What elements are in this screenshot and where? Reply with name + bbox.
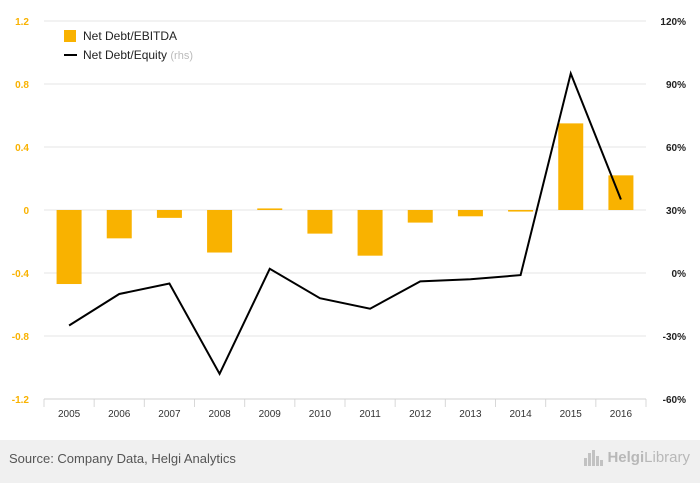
bar xyxy=(558,123,584,210)
legend: Net Debt/EBITDA Net Debt/Equity (rhs) xyxy=(64,29,193,62)
left-tick-label: 0.4 xyxy=(15,143,29,154)
category-label: 2009 xyxy=(259,409,282,420)
category-label: 2011 xyxy=(359,409,381,420)
left-tick-label: -1.2 xyxy=(12,395,30,406)
category-label: 2016 xyxy=(610,409,633,420)
left-tick-label: -0.8 xyxy=(12,332,30,343)
category-label: 2012 xyxy=(409,409,432,420)
bar xyxy=(257,208,283,210)
city-skyline-icon xyxy=(584,449,604,466)
series-line xyxy=(68,70,622,376)
right-tick-label: 30% xyxy=(666,206,686,217)
right-tick-label: -30% xyxy=(663,332,686,343)
bar xyxy=(457,210,483,217)
category-label: 2007 xyxy=(158,409,181,420)
left-tick-label: -0.4 xyxy=(12,269,30,280)
category-label: 2014 xyxy=(509,409,532,420)
bar xyxy=(307,210,333,234)
bar xyxy=(608,175,634,210)
legend-label: Net Debt/EBITDA xyxy=(83,29,177,43)
left-tick-label: 1.2 xyxy=(15,17,29,28)
right-tick-label: -60% xyxy=(663,395,686,406)
right-tick-label: 120% xyxy=(660,17,686,28)
category-label: 2006 xyxy=(108,409,131,420)
bar xyxy=(508,210,534,212)
category-label: 2015 xyxy=(560,409,583,420)
category-label: 2005 xyxy=(58,409,81,420)
legend-label: Net Debt/Equity (rhs) xyxy=(83,48,193,62)
chart-svg: 1.2 0.8 0.4 0 -0.4 -0.8 -1.2 120% 90% 60% 30% 0% -30… xyxy=(12,17,687,420)
right-tick-label: 90% xyxy=(666,80,686,91)
legend-rhs-note: (rhs) xyxy=(170,50,193,62)
bar xyxy=(207,210,233,253)
left-tick-label: 0 xyxy=(23,206,29,217)
brand-name: HelgiLibrary xyxy=(607,449,690,466)
left-tick-label: 0.8 xyxy=(15,80,29,91)
footer: Source: Company Data, Helgi Analytics He… xyxy=(0,440,700,483)
brand-logo[interactable]: HelgiLibrary xyxy=(584,449,690,466)
bar xyxy=(407,210,433,223)
bar xyxy=(106,210,132,239)
right-tick-label: 60% xyxy=(666,143,686,154)
right-tick-label: 0% xyxy=(672,269,687,280)
bar xyxy=(357,210,383,256)
source-text: Source: Company Data, Helgi Analytics xyxy=(9,451,236,466)
legend-swatch-bar xyxy=(64,30,76,42)
category-label: 2010 xyxy=(309,409,332,420)
category-label: 2013 xyxy=(459,409,482,420)
bar xyxy=(56,210,82,285)
bar xyxy=(156,210,182,218)
category-label: 2008 xyxy=(208,409,231,420)
